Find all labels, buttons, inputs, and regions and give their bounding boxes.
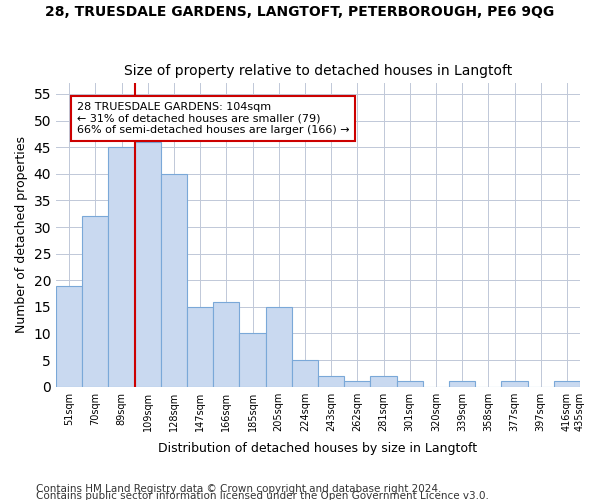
Text: Contains HM Land Registry data © Crown copyright and database right 2024.: Contains HM Land Registry data © Crown c… bbox=[36, 484, 442, 494]
Bar bbox=[266, 307, 292, 386]
Text: 28, TRUESDALE GARDENS, LANGTOFT, PETERBOROUGH, PE6 9QG: 28, TRUESDALE GARDENS, LANGTOFT, PETERBO… bbox=[46, 5, 554, 19]
Bar bbox=[161, 174, 187, 386]
Text: Contains public sector information licensed under the Open Government Licence v3: Contains public sector information licen… bbox=[36, 491, 489, 500]
Title: Size of property relative to detached houses in Langtoft: Size of property relative to detached ho… bbox=[124, 64, 512, 78]
Bar bbox=[554, 382, 580, 386]
Bar bbox=[397, 382, 423, 386]
Bar bbox=[56, 286, 82, 386]
Text: 28 TRUESDALE GARDENS: 104sqm
← 31% of detached houses are smaller (79)
66% of se: 28 TRUESDALE GARDENS: 104sqm ← 31% of de… bbox=[77, 102, 350, 135]
Bar bbox=[239, 334, 266, 386]
Y-axis label: Number of detached properties: Number of detached properties bbox=[15, 136, 28, 334]
Bar bbox=[109, 147, 134, 386]
Bar bbox=[187, 307, 213, 386]
Bar bbox=[370, 376, 397, 386]
Bar bbox=[318, 376, 344, 386]
Bar bbox=[449, 382, 475, 386]
Bar bbox=[344, 382, 370, 386]
Bar bbox=[134, 142, 161, 386]
Bar bbox=[213, 302, 239, 386]
Bar bbox=[82, 216, 109, 386]
Bar bbox=[502, 382, 527, 386]
X-axis label: Distribution of detached houses by size in Langtoft: Distribution of detached houses by size … bbox=[158, 442, 478, 455]
Bar bbox=[292, 360, 318, 386]
